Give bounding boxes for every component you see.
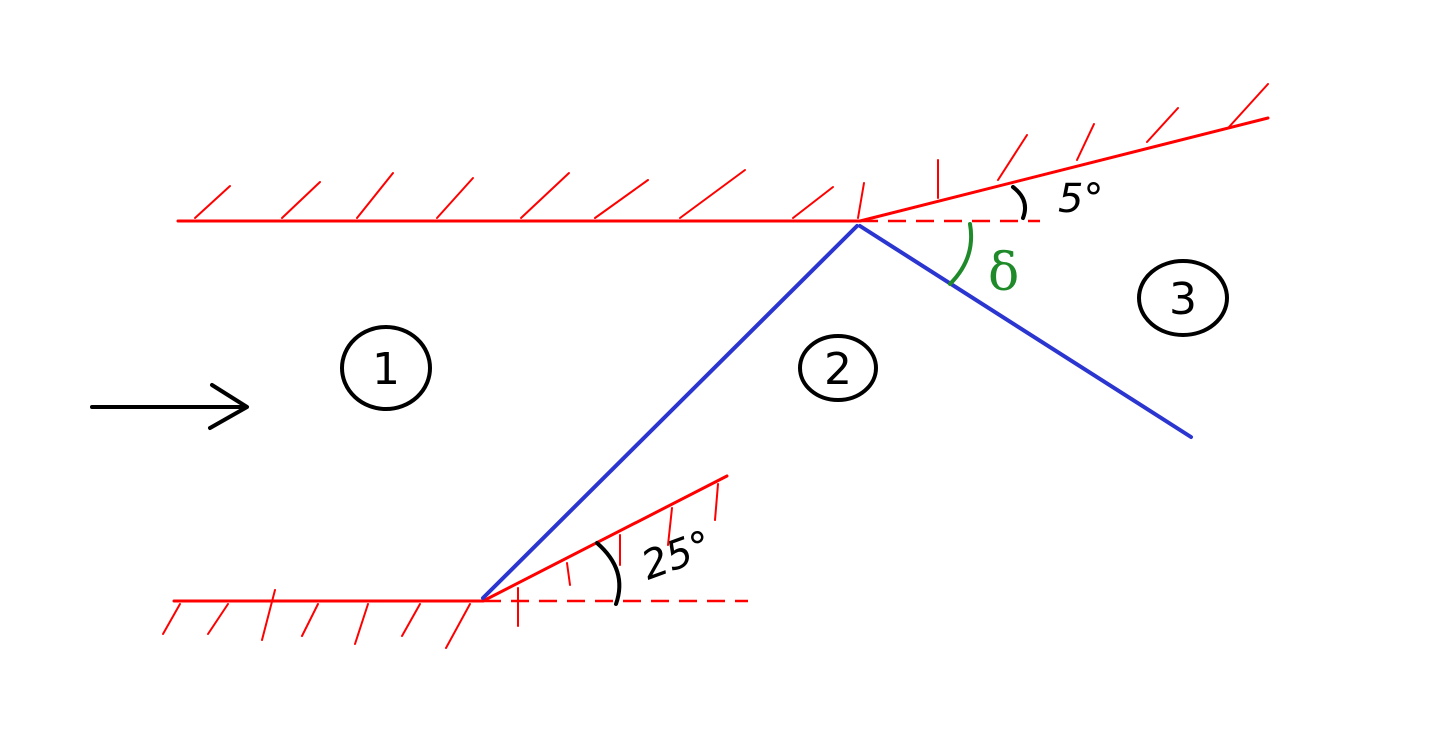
delta-label: δ xyxy=(988,243,1019,303)
delta-arc xyxy=(948,222,974,286)
lower-wedge xyxy=(481,474,748,627)
region-1-marker: 1 xyxy=(340,325,432,411)
lower-angle-label: 25° xyxy=(636,522,718,589)
region-2-marker: 2 xyxy=(798,334,878,402)
reflected-shock xyxy=(858,224,1193,439)
upper-wall xyxy=(176,169,865,223)
region-3-label: 3 xyxy=(1169,274,1197,325)
shock-waves xyxy=(481,224,1193,600)
incident-shock xyxy=(481,224,859,600)
region-1-label: 1 xyxy=(372,344,400,395)
upper-angle-label: 5° xyxy=(1058,176,1103,222)
region-2-label: 2 xyxy=(824,344,852,395)
region-3-marker: 3 xyxy=(1137,259,1229,337)
upper-wall-turned xyxy=(858,83,1270,223)
lower-wall xyxy=(162,589,485,649)
flow-arrow xyxy=(90,383,249,430)
